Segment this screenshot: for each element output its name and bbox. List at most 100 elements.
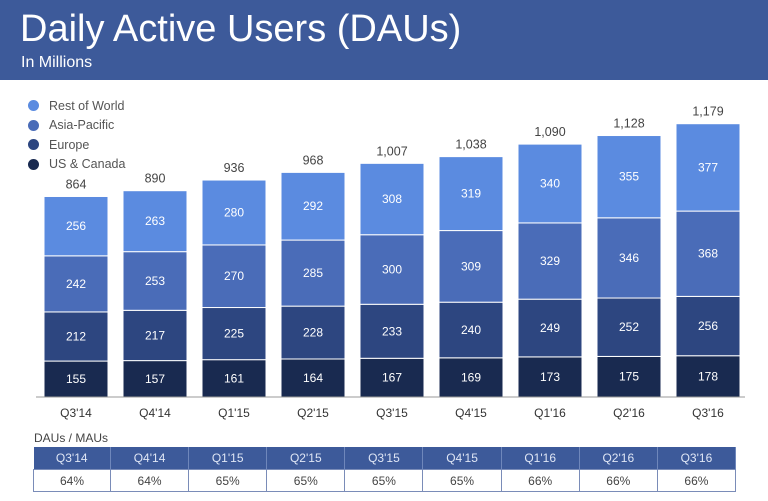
legend-item: US & Canada (28, 155, 125, 175)
data-label: 309 (461, 259, 481, 273)
data-label: 173 (540, 370, 560, 384)
bar-segment (280, 239, 346, 307)
legend-label: Asia-Pacific (49, 118, 115, 133)
table-header-cell: Q3'15 (344, 447, 424, 470)
x-tick-label: Q1'15 (218, 406, 250, 420)
bar-segment (517, 298, 583, 358)
total-label: 968 (303, 153, 324, 167)
table-cell: 66% (578, 469, 658, 492)
x-tick-label: Q3'15 (376, 406, 408, 420)
table-cell: 64% (109, 469, 190, 492)
bar-segment (438, 357, 504, 398)
data-label: 217 (145, 328, 165, 342)
data-label: 169 (461, 370, 481, 384)
data-label: 319 (461, 187, 481, 201)
header-bar: Daily Active Users (DAUs) In Millions (0, 0, 768, 80)
data-label: 253 (145, 274, 165, 288)
data-label: 346 (619, 251, 639, 265)
bar-segment (438, 230, 504, 303)
data-label: 233 (382, 324, 402, 338)
bar-segment (359, 234, 425, 305)
x-tick-label: Q2'16 (613, 406, 645, 420)
bar-segment (517, 222, 583, 300)
data-label: 285 (303, 266, 323, 280)
table-label: DAUs / MAUs (34, 431, 109, 445)
total-label: 1,090 (534, 125, 565, 139)
dau-mau-table: Q3'14 Q4'14 Q1'15 Q2'15 Q3'15 Q4'15 Q1'16 Q2'16… (33, 447, 737, 492)
total-label: 1,038 (455, 138, 486, 152)
bar-segment (201, 307, 267, 361)
table-header-cell: Q1'15 (188, 447, 268, 470)
data-label: 263 (145, 214, 165, 228)
bar-segment (280, 171, 346, 241)
x-tick-label: Q4'15 (455, 406, 487, 420)
table-header-cell: Q4'15 (422, 447, 502, 470)
table-cell: 64% (33, 469, 111, 492)
table-cell: 65% (344, 469, 424, 492)
table-cell: 65% (422, 469, 502, 492)
total-label: 1,179 (692, 105, 723, 119)
total-label: 864 (66, 177, 87, 191)
bar-segment (122, 251, 188, 311)
data-label: 256 (66, 219, 86, 233)
data-label: 252 (619, 320, 639, 334)
legend-swatch (28, 100, 39, 112)
data-label: 167 (382, 371, 402, 385)
table-header-cell: Q3'14 (33, 447, 111, 470)
bar-segment (280, 358, 346, 398)
data-label: 377 (698, 160, 718, 174)
data-label: 157 (145, 372, 165, 386)
table-cell: 66% (656, 469, 737, 492)
total-label: 1,128 (613, 117, 644, 131)
data-label: 256 (698, 319, 718, 333)
bar-segment (122, 360, 188, 398)
table-header-cell: Q2'15 (266, 447, 346, 470)
total-label: 1,007 (376, 144, 407, 158)
legend-item: Asia-Pacific (28, 116, 125, 136)
data-label: 212 (66, 330, 86, 344)
table-header-cell: Q1'16 (501, 447, 580, 470)
data-label: 300 (382, 263, 402, 277)
table-cell: 66% (500, 469, 580, 492)
data-label: 280 (224, 205, 244, 219)
data-label: 240 (461, 323, 481, 337)
x-tick-label: Q1'16 (534, 406, 566, 420)
data-label: 270 (224, 269, 244, 283)
total-label: 890 (145, 172, 166, 186)
table-header-cell: Q2'16 (579, 447, 658, 470)
data-label: 368 (698, 247, 718, 261)
bar-segment (359, 303, 425, 359)
bar-segment (122, 190, 188, 253)
total-label: 936 (224, 161, 245, 175)
data-label: 164 (303, 371, 323, 385)
table-header-cell: Q3'16 (657, 447, 737, 470)
data-label: 308 (382, 192, 402, 206)
bar-segment (122, 309, 188, 362)
table-header-cell: Q4'14 (110, 447, 190, 470)
data-label: 242 (66, 277, 86, 291)
legend-swatch (28, 158, 39, 170)
page-title: Daily Active Users (DAUs) (20, 8, 462, 50)
data-label: 228 (303, 326, 323, 340)
data-label: 155 (66, 372, 86, 386)
bar-segment (43, 311, 109, 362)
bar-segment (438, 156, 504, 232)
page-subtitle: In Millions (21, 54, 93, 71)
data-label: 355 (619, 170, 639, 184)
bar-segment (43, 195, 109, 257)
legend-label: US & Canada (49, 157, 126, 172)
legend: Rest of World Asia-Pacific Europe US & Cana… (28, 96, 125, 174)
data-label: 329 (540, 254, 560, 268)
bar-segment (43, 360, 109, 398)
data-label: 161 (224, 371, 244, 385)
bar-segment (43, 255, 109, 313)
data-label: 175 (619, 370, 639, 384)
legend-item: Rest of World (28, 96, 125, 116)
x-tick-label: Q2'15 (297, 406, 329, 420)
bar-segment (280, 305, 346, 360)
bar-segment (675, 210, 741, 297)
bar-segment (438, 301, 504, 359)
data-label: 178 (698, 369, 718, 383)
table-cell: 65% (266, 469, 346, 492)
x-tick-label: Q3'14 (60, 406, 92, 420)
